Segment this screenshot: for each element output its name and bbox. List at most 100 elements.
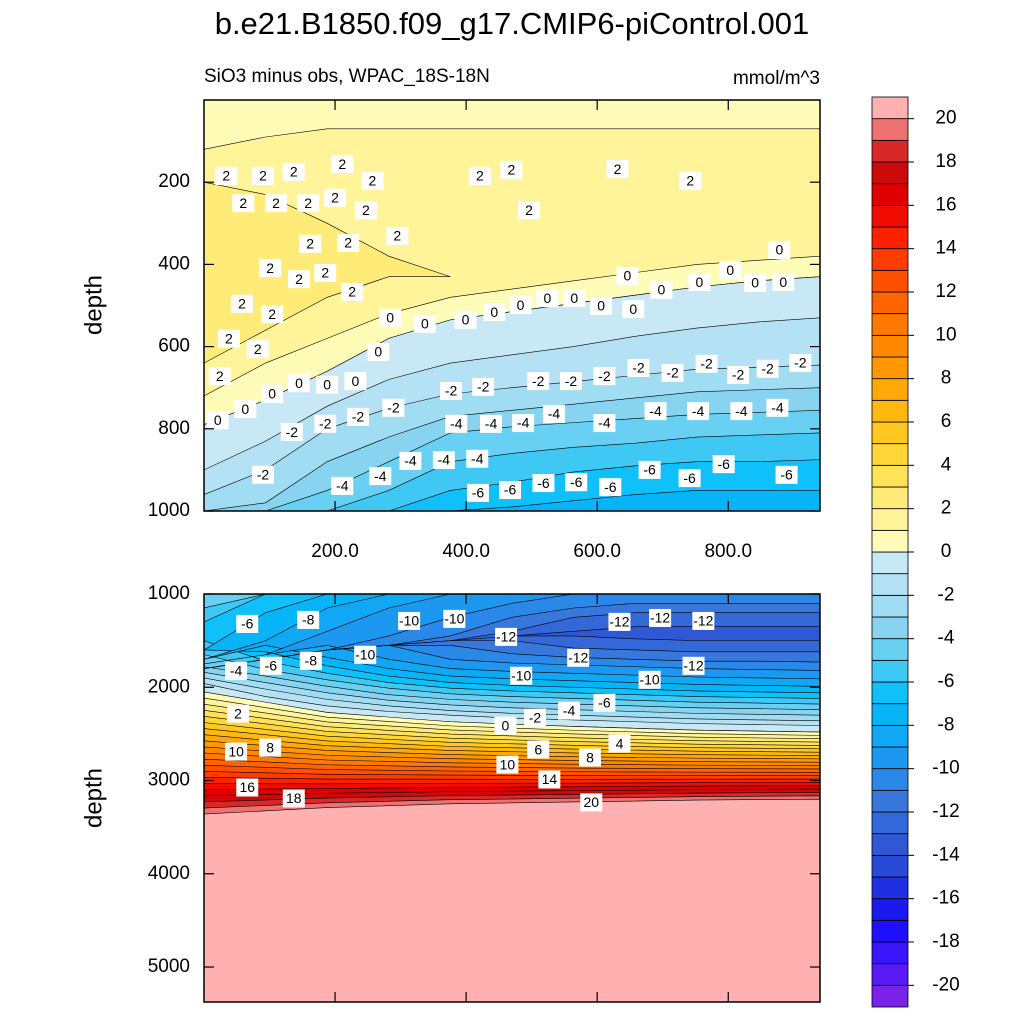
contour-label: 2: [239, 195, 247, 211]
contour-label-box: [775, 465, 798, 484]
contour-label: 2: [344, 235, 352, 251]
colorbar-box: [871, 703, 909, 726]
colorbar-box: [871, 226, 909, 250]
contour-label-box: [299, 651, 322, 670]
contour-label: 2: [254, 341, 262, 357]
contour-label-box: [638, 670, 661, 689]
contour-label: 0: [502, 717, 510, 733]
contour-label-box: [565, 473, 588, 492]
contour-label-box: [331, 476, 354, 495]
contour-label-box: [232, 194, 255, 213]
contour-label-box: [527, 372, 550, 391]
contour-label-box: [215, 167, 238, 186]
contour-label: 0: [623, 268, 631, 284]
contour-label: 18: [286, 790, 302, 806]
contour-label: -10: [444, 611, 464, 627]
contour-label: 2: [338, 156, 346, 172]
contour-region: [204, 626, 820, 669]
contour-label: 0: [214, 412, 222, 428]
contour-label-box: [259, 738, 282, 757]
contour-label-box: [532, 474, 555, 493]
colorbar-box: [871, 118, 909, 141]
colorbar-box: [871, 378, 909, 401]
colorbar-tick-label: -4: [938, 628, 955, 649]
contour-label: 0: [543, 290, 551, 306]
colorbar-tick-label: 8: [941, 368, 952, 389]
plot-frame: [203, 99, 821, 512]
contour-label-box: [398, 611, 421, 630]
contour-label: -12: [609, 614, 629, 630]
contour-label-box: [768, 241, 791, 260]
y-axis-label: depth: [80, 768, 107, 828]
contour-label-box: [314, 264, 337, 283]
plot-frame: [203, 593, 821, 1003]
contour-label-box: [261, 305, 284, 324]
contour-label: -4: [735, 403, 748, 419]
y-tick-label: 800: [158, 418, 190, 439]
contour-label: 2: [295, 271, 303, 287]
contour-label: 2: [507, 162, 515, 178]
contour-label-box: [282, 162, 305, 181]
contour-label: -6: [598, 694, 611, 710]
contour-label: 0: [751, 275, 759, 291]
contour-label-box: [580, 793, 603, 812]
contour-label: -12: [496, 629, 516, 645]
chart-title: b.e21.B1850.f09_g17.CMIP6-piControl.001: [215, 6, 810, 41]
colorbar-box: [871, 183, 909, 206]
contour-label-box: [578, 748, 601, 767]
colorbar-tick-label: -20: [932, 974, 959, 995]
contour-label-box: [227, 704, 250, 723]
contour-label: 0: [295, 375, 303, 391]
contour-label: 10: [228, 743, 244, 759]
subtitle-right: mmol/m^3: [733, 68, 820, 89]
contour-label: 0: [570, 290, 578, 306]
contour-label: -2: [666, 365, 679, 381]
x-tick-label: 600.0: [573, 541, 621, 562]
contour-label: -2: [565, 373, 578, 389]
contour-label: -12: [683, 658, 703, 674]
contour-label-box: [500, 160, 523, 179]
contour-label-box: [379, 308, 402, 327]
contour-label-box: [712, 455, 735, 474]
contour-label: 2: [266, 260, 274, 276]
contour-label-box: [288, 270, 311, 289]
contour-label-box: [719, 261, 742, 280]
contour-label: 0: [775, 242, 783, 258]
contour-label: -10: [355, 647, 375, 663]
contour-label-box: [527, 740, 550, 759]
colorbar-box: [871, 768, 909, 791]
contour-label: -4: [563, 702, 576, 718]
contour-label: -12: [693, 613, 713, 629]
y-tick-label: 2000: [148, 676, 190, 697]
contour-label: -6: [241, 616, 254, 632]
contour-label-box: [297, 194, 320, 213]
contour-label: 14: [542, 771, 558, 787]
contour-label: 10: [500, 756, 516, 772]
contour-label: -2: [319, 416, 332, 432]
colorbar-box: [871, 356, 909, 380]
contour-label-box: [638, 460, 661, 479]
contour-label: -10: [639, 671, 659, 687]
contour-label: -4: [771, 400, 784, 416]
contour-label-box: [440, 381, 463, 400]
contour-label: 16: [239, 779, 255, 795]
contour-label: -2: [598, 368, 611, 384]
contour-label-box: [593, 414, 616, 433]
contour-label-box: [730, 402, 753, 421]
colorbar-tick-label: 10: [935, 324, 956, 345]
contour-label-box: [234, 400, 257, 419]
colorbar-box: [871, 919, 909, 943]
contour-label-box: [679, 171, 702, 190]
contour-label: -6: [537, 475, 550, 491]
colorbar-box: [871, 486, 909, 510]
contour-label-box: [523, 708, 546, 727]
contour-label-box: [369, 467, 392, 486]
contour-label: 0: [268, 386, 276, 402]
contour-label-box: [483, 303, 506, 322]
contour-label: 0: [517, 297, 525, 313]
contour-label-box: [661, 363, 684, 382]
contour-label-box: [331, 155, 354, 174]
contour-label: 2: [476, 168, 484, 184]
